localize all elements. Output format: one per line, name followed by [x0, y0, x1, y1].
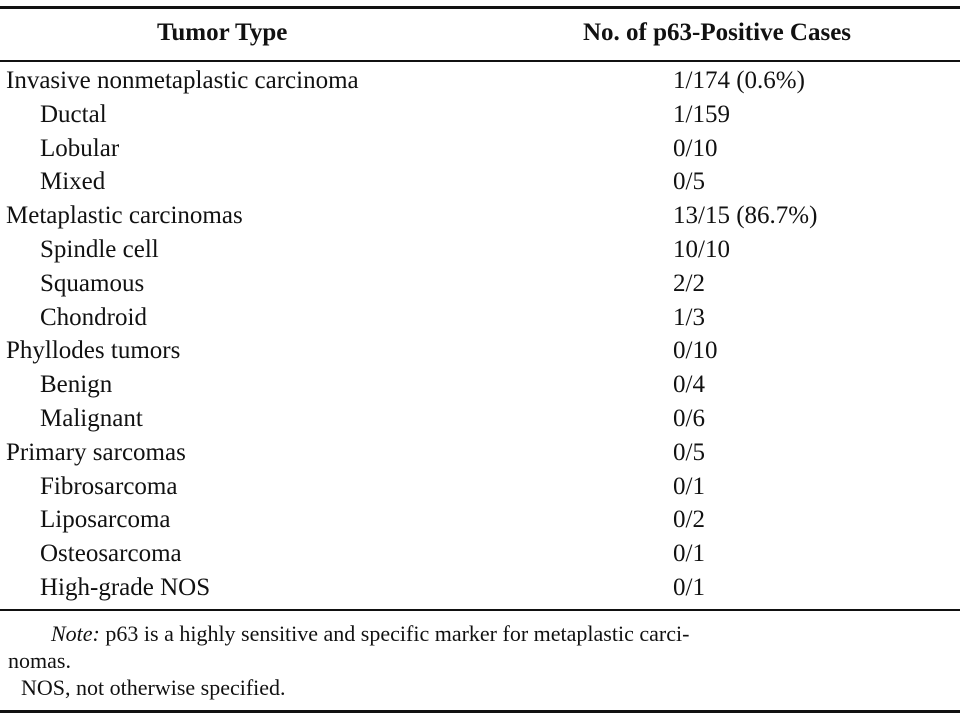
tumor-type-cell: Osteosarcoma	[40, 540, 182, 568]
positive-cases-cell: 1/159	[673, 100, 730, 128]
positive-cases-cell: 10/10	[673, 235, 730, 263]
positive-cases-cell: 0/1	[673, 573, 705, 601]
table-row: Metaplastic carcinomas 13/15 (86.7%)	[0, 199, 960, 233]
positive-cases-cell: 0/1	[673, 540, 705, 568]
positive-cases-cell: 0/6	[673, 404, 705, 432]
tumor-type-cell: Liposarcoma	[40, 506, 171, 534]
table-row: Spindle cell 10/10	[0, 233, 960, 267]
table-row: Malignant 0/6	[0, 402, 960, 436]
tumor-type-cell: Invasive nonmetaplastic carcinoma	[6, 67, 359, 94]
tumor-type-cell: Spindle cell	[40, 235, 159, 263]
tumor-type-cell: Malignant	[40, 404, 143, 432]
positive-cases-cell: 1/3	[673, 303, 705, 331]
tumor-type-cell: Metaplastic carcinomas	[6, 202, 243, 230]
tumor-type-cell: Primary sarcomas	[6, 438, 186, 466]
table-row: Squamous 2/2	[0, 267, 960, 301]
table-row: Primary sarcomas 0/5	[0, 436, 960, 470]
table-row: Benign 0/4	[0, 368, 960, 402]
column-header-positive-cases: No. of p63-Positive Cases	[583, 19, 852, 46]
table-footnotes: Note: p63 is a highly sensitive and spec…	[8, 620, 954, 701]
footnote-abbreviation: NOS, not otherwise specified.	[21, 675, 286, 700]
tumor-type-cell: Lobular	[40, 134, 120, 162]
tumor-type-cell: Chondroid	[40, 303, 147, 331]
positive-cases-cell: 13/15 (86.7%)	[673, 202, 818, 230]
positive-cases-cell: 0/4	[673, 371, 705, 399]
tumor-type-cell: Benign	[40, 371, 113, 399]
positive-cases-cell: 0/10	[673, 134, 718, 162]
note-label: Note:	[51, 621, 100, 646]
footnote-line-1: Note: p63 is a highly sensitive and spec…	[8, 620, 954, 647]
positive-cases-cell: 0/5	[673, 168, 705, 196]
table-body: Invasive nonmetaplastic carcinoma 1/174 (…	[0, 64, 960, 605]
positive-cases-cell: 0/10	[673, 337, 718, 365]
tumor-type-cell: Squamous	[40, 269, 145, 297]
table-row: Liposarcoma 0/2	[0, 503, 960, 537]
tumor-type-cell: Phyllodes tumors	[6, 337, 181, 365]
tumor-type-cell: Fibrosarcoma	[40, 472, 178, 500]
table-row: Ductal 1/159	[0, 98, 960, 132]
positive-cases-cell: 0/1	[673, 472, 705, 500]
table-row: Mixed 0/5	[0, 165, 960, 199]
positive-cases-cell: 0/5	[673, 438, 705, 466]
positive-cases-cell: 0/2	[673, 506, 705, 534]
table-row: High-grade NOS 0/1	[0, 571, 960, 605]
positive-cases-cell: 2/2	[673, 269, 705, 297]
column-header-tumor-type: Tumor Type	[157, 19, 288, 46]
table-bottom-rule	[0, 710, 960, 713]
positive-cases-cell: 1/174 (0.6%)	[673, 67, 805, 94]
table-row: Lobular 0/10	[0, 132, 960, 166]
table-row: Fibrosarcoma 0/1	[0, 470, 960, 504]
tumor-type-cell: High-grade NOS	[40, 573, 211, 601]
table-row: Phyllodes tumors 0/10	[0, 334, 960, 368]
table-top-rule	[0, 6, 960, 9]
tumor-type-cell: Ductal	[40, 100, 107, 128]
tumor-type-cell: Mixed	[40, 168, 106, 196]
header-rule	[0, 60, 960, 62]
note-text-line1: p63 is a highly sensitive and specific m…	[99, 621, 690, 646]
footnote-line-2: nomas.	[8, 648, 71, 673]
table-row: Invasive nonmetaplastic carcinoma 1/174 (…	[0, 64, 960, 98]
table-body-end-rule	[0, 609, 960, 611]
table-row: Osteosarcoma 0/1	[0, 537, 960, 571]
table-row: Chondroid 1/3	[0, 301, 960, 335]
